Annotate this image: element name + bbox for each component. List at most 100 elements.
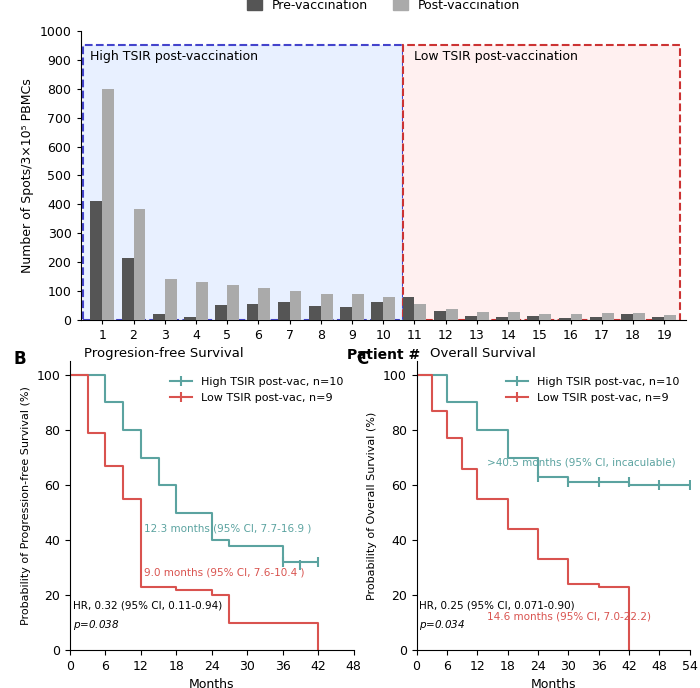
Text: HR, 0.25 (95% CI, 0.071-0.90): HR, 0.25 (95% CI, 0.071-0.90) [419,601,575,611]
Bar [652,317,664,320]
Bar [559,318,570,320]
Legend: High TSIR post-vac, n=10, Low TSIR post-vac, n=9: High TSIR post-vac, n=10, Low TSIR post-… [502,372,684,407]
Bar [164,279,176,320]
Bar [384,297,395,320]
Bar [134,208,146,320]
Bar [258,288,270,320]
Bar [570,314,582,320]
Bar [196,282,208,320]
Bar [278,302,290,320]
Bar [246,304,258,320]
Bar [83,45,402,320]
Bar [602,312,614,320]
Text: 12.3 months (95% CI, 7.7-16.9 ): 12.3 months (95% CI, 7.7-16.9 ) [144,524,312,534]
Bar [184,317,196,320]
Bar [184,317,196,320]
X-axis label: Months: Months [531,678,575,688]
Bar [102,89,114,320]
Legend: Pre-vaccination, Post-vaccination: Pre-vaccination, Post-vaccination [241,0,525,17]
Bar [434,311,446,320]
Bar [216,305,228,320]
Bar [290,291,302,320]
Text: >40.5 months (95% CI, incaculable): >40.5 months (95% CI, incaculable) [487,458,676,468]
X-axis label: Patient #: Patient # [346,347,420,361]
Y-axis label: Probability of Progression-free Survival (%): Probability of Progression-free Survival… [21,386,31,625]
Bar [539,314,551,320]
Text: 14.6 months (95% CI, 7.0-22.2): 14.6 months (95% CI, 7.0-22.2) [487,612,651,622]
Bar [446,309,458,320]
Bar [496,317,508,320]
Bar [664,314,676,320]
Bar [309,306,321,320]
Text: Overall Survival: Overall Survival [430,347,536,360]
Bar [633,312,645,320]
Bar [90,202,102,320]
Bar [321,294,332,320]
Bar [465,316,477,320]
Bar [508,312,520,320]
Bar [352,294,364,320]
Bar [122,258,134,320]
X-axis label: Months: Months [189,678,234,688]
Bar [539,314,551,320]
Bar [102,89,114,320]
Y-axis label: Probability of Overall Survival (%): Probability of Overall Survival (%) [368,411,377,600]
Bar [590,317,602,320]
Bar [90,202,102,320]
Bar [414,304,426,320]
Bar [164,279,176,320]
Bar [384,297,395,320]
Text: $p$=0.038: $p$=0.038 [73,618,120,632]
Bar [122,258,134,320]
Bar [321,294,332,320]
Bar [153,314,164,320]
Bar [352,294,364,320]
Bar [196,282,208,320]
Bar [465,316,477,320]
Text: Progresion-free Survival: Progresion-free Survival [84,347,244,360]
Bar [496,317,508,320]
Text: $p$=0.034: $p$=0.034 [419,618,466,632]
Text: HR, 0.32 (95% CI, 0.11-0.94): HR, 0.32 (95% CI, 0.11-0.94) [73,601,222,611]
Bar [570,314,582,320]
Bar [477,312,489,320]
Bar [372,302,384,320]
Text: B: B [13,350,26,367]
Bar [446,309,458,320]
Bar [527,316,539,320]
Bar [258,288,270,320]
Bar [340,308,352,320]
Bar [527,316,539,320]
Bar [153,314,164,320]
Bar [216,305,228,320]
Bar [402,297,414,320]
Bar [414,304,426,320]
Bar [508,312,520,320]
Bar [246,304,258,320]
Text: Low TSIR post-vaccination: Low TSIR post-vaccination [414,50,578,63]
Bar [621,314,633,320]
Y-axis label: Number of Spots/3×10⁵ PBMCs: Number of Spots/3×10⁵ PBMCs [21,78,34,273]
Bar [602,312,614,320]
Bar [402,297,414,320]
Bar [340,308,352,320]
Bar [228,286,239,320]
Bar [477,312,489,320]
Bar [372,302,384,320]
Bar [134,208,146,320]
Text: 9.0 months (95% CI, 7.6-10.4 ): 9.0 months (95% CI, 7.6-10.4 ) [144,568,304,578]
Bar [402,45,680,320]
Bar [309,306,321,320]
Bar [664,314,676,320]
Text: C: C [356,350,369,367]
Text: High TSIR post-vaccination: High TSIR post-vaccination [90,50,258,63]
Bar [278,302,290,320]
Bar [559,318,570,320]
Bar [621,314,633,320]
Bar [434,311,446,320]
Bar [290,291,302,320]
Bar [228,286,239,320]
Bar [633,312,645,320]
Bar [652,317,664,320]
Legend: High TSIR post-vac, n=10, Low TSIR post-vac, n=9: High TSIR post-vac, n=10, Low TSIR post-… [166,372,348,407]
